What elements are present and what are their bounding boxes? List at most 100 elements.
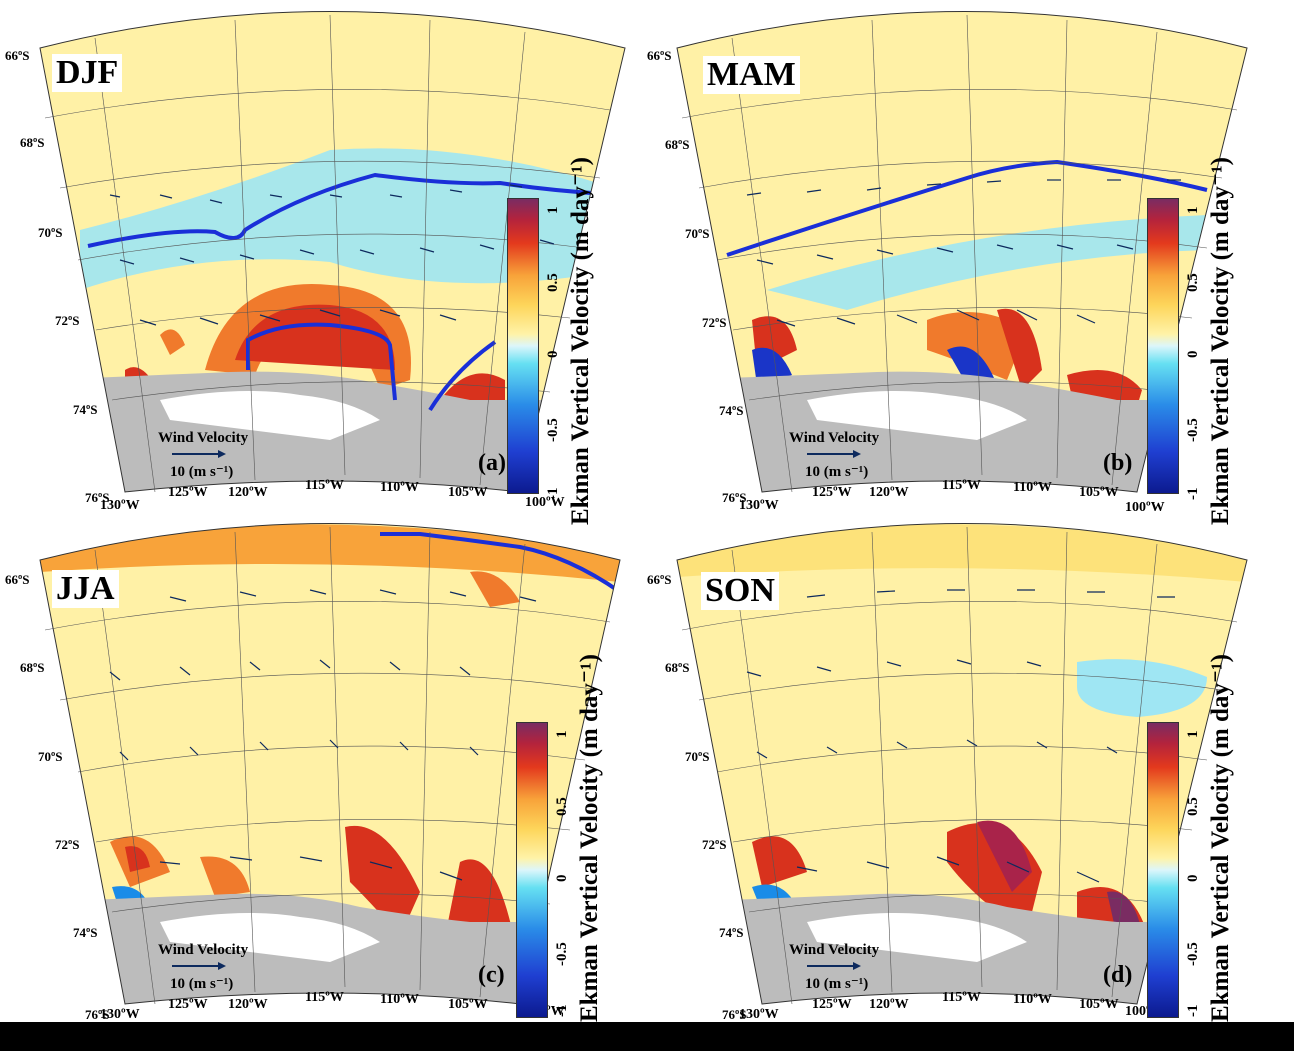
- panel-jja: JJA (c) Wind Velocity 10 (m s⁻¹) 66ºS 68…: [0, 512, 647, 1024]
- lat-label: 72ºS: [55, 313, 80, 328]
- colorbar-tick: 0: [1185, 874, 1201, 883]
- lon-label: 100ºW: [525, 495, 565, 510]
- lat-label: 70ºS: [38, 749, 63, 764]
- lat-label: 66ºS: [5, 572, 30, 587]
- lon-label: 120ºW: [869, 997, 909, 1012]
- colorbar-tick: 0.5: [1185, 273, 1201, 292]
- lon-label: 125ºW: [168, 997, 208, 1012]
- wind-key-unit: 10 (m s⁻¹): [805, 464, 869, 480]
- wind-vectors-mam: [746, 179, 1181, 327]
- season-label: MAM: [703, 56, 800, 94]
- lat-label: 68ºS: [665, 660, 690, 675]
- panel-letter: (c): [478, 962, 505, 988]
- colorbar: [1147, 722, 1179, 1018]
- colorbar-tick: -1: [554, 1004, 570, 1018]
- colorbar-tick: -0.5: [1185, 418, 1201, 442]
- lon-label: 105ºW: [1079, 997, 1119, 1012]
- lon-label: 120ºW: [228, 485, 268, 500]
- colorbar-tick: 1: [1185, 730, 1201, 739]
- colorbar: [507, 198, 539, 494]
- colorbar-tick: 0: [554, 874, 570, 883]
- lon-label: 125ºW: [168, 485, 208, 500]
- lat-label: 70ºS: [685, 226, 710, 241]
- colorbar-tick: 1: [545, 206, 561, 215]
- colorbar: [516, 722, 548, 1018]
- lat-label: 72ºS: [702, 315, 727, 330]
- lon-label: 130ºW: [100, 498, 140, 513]
- colorbar-tick: 0.5: [1185, 797, 1201, 816]
- lon-label: 115ºW: [942, 990, 981, 1005]
- lon-label: 125ºW: [812, 997, 852, 1012]
- colorbar-tick: 0: [545, 350, 561, 359]
- wind-key-title: Wind Velocity: [158, 942, 249, 958]
- lat-label: 70ºS: [685, 749, 710, 764]
- lon-label: 110ºW: [1013, 480, 1052, 495]
- wind-key-arrow: [172, 962, 226, 970]
- colorbar-tick: -1: [1185, 1004, 1201, 1018]
- lon-label: 110ºW: [380, 992, 419, 1007]
- lon-label: 105ºW: [448, 997, 488, 1012]
- wind-key-unit: 10 (m s⁻¹): [170, 464, 234, 480]
- lat-label: 66ºS: [5, 48, 30, 63]
- wind-key-unit: 10 (m s⁻¹): [805, 976, 869, 992]
- wind-key-arrow: [172, 450, 226, 458]
- panel-mam: MAM (b) Wind Velocity 10 (m s⁻¹) 66ºS 68…: [647, 0, 1294, 525]
- lon-label: 120ºW: [228, 997, 268, 1012]
- season-label: SON: [701, 572, 779, 610]
- season-label: DJF: [52, 54, 123, 92]
- panel-son: SON (d) Wind Velocity 10 (m s⁻¹) 66ºS 68…: [647, 512, 1294, 1024]
- panel-djf: DJF (a) Wind Velocity 10 (m s⁻¹) 66ºS 68…: [0, 0, 647, 525]
- lon-label: 130ºW: [100, 1007, 140, 1022]
- colorbar-tick: 0.5: [554, 797, 570, 816]
- colorbar-title: Ekman Vertical Velocity (m day⁻¹): [1207, 654, 1234, 1022]
- lat-label: 68ºS: [20, 135, 45, 150]
- colorbar-tick: 0: [1185, 350, 1201, 359]
- colorbar-tick: 1: [1185, 206, 1201, 215]
- lat-label: 66ºS: [647, 48, 672, 63]
- lat-label: 68ºS: [20, 660, 45, 675]
- lat-label: 76ºS: [722, 1007, 747, 1022]
- colorbar-title: Ekman Vertical Velocity (m day⁻¹): [576, 654, 603, 1022]
- lat-label: 74ºS: [73, 925, 98, 940]
- lat-label: 68ºS: [665, 137, 690, 152]
- bottom-bar: [0, 1022, 1294, 1051]
- lon-label: 105ºW: [1079, 485, 1119, 500]
- lon-label: 125ºW: [812, 485, 852, 500]
- lon-label: 130ºW: [739, 1007, 779, 1022]
- lat-label: 76ºS: [85, 490, 110, 505]
- lon-label: 100ºW: [1125, 500, 1165, 515]
- lat-label: 76ºS: [722, 490, 747, 505]
- wind-vectors-djf: [109, 184, 555, 326]
- lat-label: 76ºS: [85, 1007, 110, 1022]
- lat-label: 74ºS: [73, 402, 98, 417]
- lon-label: 115ºW: [942, 478, 981, 493]
- lat-label: 74ºS: [719, 925, 744, 940]
- colorbar-tick: 1: [554, 730, 570, 739]
- lat-label: 72ºS: [702, 837, 727, 852]
- wind-key-title: Wind Velocity: [789, 942, 880, 958]
- lat-label: 70ºS: [38, 225, 63, 240]
- colorbar-title: Ekman Vertical Velocity (m day⁻¹): [567, 157, 594, 525]
- wind-key-arrow: [807, 962, 861, 970]
- panel-letter: (a): [478, 450, 506, 476]
- panel-letter: (d): [1103, 962, 1133, 988]
- lat-label: 74ºS: [719, 403, 744, 418]
- lon-label: 130ºW: [739, 498, 779, 513]
- colorbar-tick: -1: [1185, 487, 1201, 501]
- wind-key-unit: 10 (m s⁻¹): [170, 976, 234, 992]
- lon-label: 110ºW: [380, 480, 419, 495]
- lon-label: 120ºW: [869, 485, 909, 500]
- colorbar-tick: -0.5: [1185, 942, 1201, 966]
- colorbar: [1147, 198, 1179, 494]
- colorbar-tick: 0.5: [545, 273, 561, 292]
- lon-label: 115ºW: [305, 990, 344, 1005]
- season-label: JJA: [52, 570, 119, 608]
- wind-key-title: Wind Velocity: [789, 430, 880, 446]
- lon-label: 115ºW: [305, 478, 344, 493]
- lon-label: 105ºW: [448, 485, 488, 500]
- colorbar-tick: -1: [545, 487, 561, 501]
- panel-letter: (b): [1103, 450, 1133, 476]
- colorbar-tick: -0.5: [545, 418, 561, 442]
- colorbar-tick: -0.5: [554, 942, 570, 966]
- lat-label: 66ºS: [647, 572, 672, 587]
